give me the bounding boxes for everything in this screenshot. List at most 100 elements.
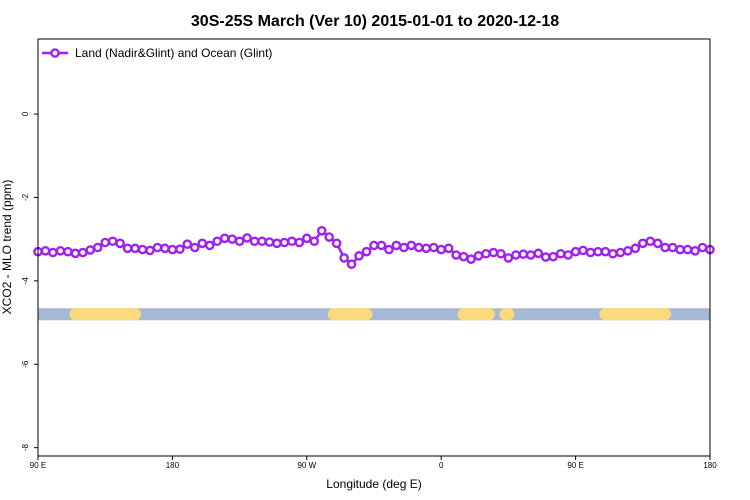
y-tick-label: -4 xyxy=(21,277,30,285)
data-point xyxy=(249,236,260,247)
data-point xyxy=(70,248,81,259)
data-point xyxy=(496,248,506,259)
plot-frame xyxy=(37,38,711,457)
legend: Land (Nadir&Glint) and Ocean (Glint) xyxy=(42,46,272,60)
data-point xyxy=(301,233,312,244)
data-point xyxy=(107,236,118,247)
data-point xyxy=(555,248,566,259)
data-point xyxy=(92,242,103,253)
data-point xyxy=(130,243,140,254)
data-point xyxy=(219,233,230,244)
data-point xyxy=(600,246,611,257)
data-point xyxy=(294,237,305,248)
x-tick-label: 180 xyxy=(166,461,180,470)
y-axis: 0 -2 -4 -6 -8 xyxy=(21,111,38,451)
data-point xyxy=(630,243,641,254)
data-point xyxy=(466,254,476,264)
data-point xyxy=(100,237,110,248)
chart-title: 30S-25S March (Ver 10) 2015-01-01 to 202… xyxy=(191,13,559,30)
data-point xyxy=(324,232,335,242)
data-point xyxy=(511,250,521,260)
data-point xyxy=(533,248,544,259)
data-point xyxy=(264,237,275,247)
data-point xyxy=(182,239,193,249)
data-point xyxy=(167,244,178,255)
data-point xyxy=(615,247,626,258)
data-point xyxy=(608,248,618,259)
legend-marker xyxy=(50,48,60,58)
data-point xyxy=(354,251,364,261)
data-point xyxy=(63,246,73,257)
data-point xyxy=(309,236,320,247)
data-point xyxy=(518,249,529,259)
data-point xyxy=(145,245,155,256)
data-point xyxy=(481,248,491,259)
x-tick-label: 90 E xyxy=(567,461,583,470)
data-point xyxy=(369,240,379,251)
data-point xyxy=(152,242,163,253)
data-point xyxy=(175,244,185,254)
x-tick-label: 90 E xyxy=(30,461,46,470)
data-point xyxy=(526,250,536,260)
data-point xyxy=(85,245,96,255)
data-point xyxy=(428,242,439,253)
y-tick-label: -2 xyxy=(21,193,30,201)
data-point xyxy=(623,246,633,256)
data-point xyxy=(40,246,51,256)
data-point xyxy=(503,253,514,263)
data-point xyxy=(570,246,581,257)
x-axis: 90 E 180 90 W 0 90 E 180 xyxy=(30,456,717,470)
data-point xyxy=(78,247,88,258)
data-point xyxy=(399,242,409,253)
data-point xyxy=(227,234,237,244)
data-point xyxy=(204,240,215,251)
data-point xyxy=(667,242,678,253)
y-tick-label: 0 xyxy=(21,111,30,116)
data-point xyxy=(578,245,588,256)
data-point xyxy=(675,244,685,255)
data-point xyxy=(160,243,170,254)
data-point xyxy=(212,236,222,247)
data-point xyxy=(697,242,708,253)
data-point xyxy=(316,226,327,236)
data-point xyxy=(682,244,693,255)
y-tick-label: -6 xyxy=(21,360,30,368)
data-point xyxy=(189,242,200,253)
data-point xyxy=(122,243,133,254)
data-point xyxy=(234,236,245,247)
data-point xyxy=(690,246,700,256)
x-tick-label: 0 xyxy=(439,461,444,470)
data-point xyxy=(48,247,58,258)
data-point xyxy=(346,259,357,269)
data-point xyxy=(287,236,297,247)
data-point xyxy=(652,238,663,249)
data-point xyxy=(257,236,267,247)
data-point xyxy=(384,244,394,255)
data-point xyxy=(451,250,461,260)
data-point xyxy=(391,240,402,251)
x-tick-label: 180 xyxy=(703,461,717,470)
data-point xyxy=(488,247,499,258)
x-axis-label: Longitude (deg E) xyxy=(326,477,421,491)
data-point xyxy=(645,236,656,247)
data-point xyxy=(339,253,349,263)
data-point xyxy=(242,233,252,243)
x-tick-label: 90 W xyxy=(297,461,316,470)
data-point xyxy=(272,238,282,249)
legend-label: Land (Nadir&Glint) and Ocean (Glint) xyxy=(75,46,272,60)
data-point xyxy=(331,238,342,249)
data-point xyxy=(197,238,208,249)
data-point xyxy=(361,246,372,257)
data-point xyxy=(413,242,424,253)
data-point xyxy=(473,251,484,261)
data-point xyxy=(137,244,148,255)
data-point xyxy=(436,244,447,255)
data-point xyxy=(406,240,417,251)
data-point xyxy=(593,246,603,257)
data-point xyxy=(421,243,432,254)
data-point xyxy=(548,251,559,262)
data-point xyxy=(540,252,551,262)
data-point xyxy=(458,251,469,262)
data-point xyxy=(443,243,454,254)
